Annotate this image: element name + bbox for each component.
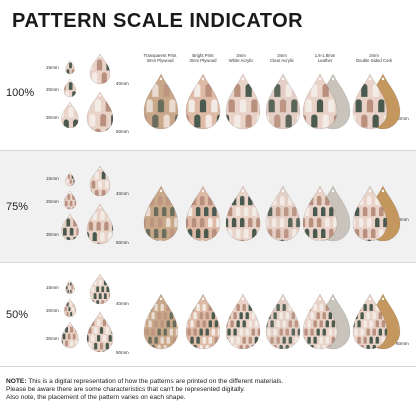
size-label-60mm: 60mm <box>396 217 409 222</box>
size-label-15mm: 15mm <box>46 176 59 181</box>
scale-label-75: 75% <box>6 201 29 213</box>
sample-40mm <box>89 273 111 305</box>
column-header-leather: 1.6-1.8mm Leather <box>314 53 336 63</box>
sample-leather-front <box>302 185 338 242</box>
scale-label-50: 50% <box>6 309 29 321</box>
sample-50mm <box>86 91 114 133</box>
size-label-20mm: 20mm <box>46 199 59 204</box>
sample-bright-plywood <box>185 293 221 350</box>
sample-15mm <box>65 59 75 75</box>
column-header-white-acrylic: 3mm White Acrylic <box>228 53 254 63</box>
sample-50mm <box>86 311 114 353</box>
size-label-30mm: 30mm <box>46 115 59 120</box>
sample-20mm <box>63 78 77 98</box>
size-label-50mm: 50mm <box>116 350 129 355</box>
sample-clear-acrylic <box>265 185 301 242</box>
size-label-50mm: 50mm <box>116 129 129 134</box>
size-label-20mm: 20mm <box>46 308 59 313</box>
column-header-bright-plywood: Bright Print 3mm Plywood <box>189 53 217 63</box>
section-divider <box>0 262 416 263</box>
sample-transparent-plywood <box>143 185 179 242</box>
size-label-40mm: 40mm <box>116 301 129 306</box>
sample-transparent-plywood <box>143 293 179 350</box>
section-divider <box>0 366 416 367</box>
sample-bright-plywood <box>185 185 221 242</box>
sample-30mm <box>61 101 79 129</box>
sample-white-acrylic <box>225 293 261 350</box>
size-label-40mm: 40mm <box>116 191 129 196</box>
sample-15mm <box>65 171 75 187</box>
sample-40mm <box>89 165 111 197</box>
size-label-30mm: 30mm <box>46 336 59 341</box>
size-label-15mm: 15mm <box>46 65 59 70</box>
sample-20mm <box>63 298 77 318</box>
sample-40mm <box>89 53 111 85</box>
sample-bright-plywood <box>185 73 221 130</box>
size-label-30mm: 30mm <box>46 232 59 237</box>
sample-white-acrylic <box>225 185 261 242</box>
page-title: PATTERN SCALE INDICATOR <box>12 10 304 32</box>
size-label-60mm: 60mm <box>396 116 409 121</box>
column-header-transparent-plywood: Transparent Print 3mm Plywood <box>143 53 177 63</box>
sample-30mm <box>61 321 79 349</box>
sample-20mm <box>63 190 77 210</box>
size-label-40mm: 40mm <box>116 81 129 86</box>
sample-15mm <box>65 279 75 295</box>
size-label-15mm: 15mm <box>46 285 59 290</box>
size-label-60mm: 60mm <box>396 341 409 346</box>
scale-label-100: 100% <box>6 87 35 99</box>
size-label-20mm: 20mm <box>46 87 59 92</box>
size-label-50mm: 50mm <box>116 240 129 245</box>
section-divider <box>0 150 416 151</box>
sample-white-acrylic <box>225 73 261 130</box>
column-header-clear-acrylic: 3mm Clear Acrylic <box>270 53 294 63</box>
disclaimer-note: NOTE: This is a digital representation o… <box>6 378 284 402</box>
sample-transparent-plywood <box>143 73 179 130</box>
column-header-cork: 2mm Double Sided Cork <box>355 53 393 63</box>
sample-clear-acrylic <box>265 293 301 350</box>
sample-30mm <box>61 213 79 241</box>
sample-50mm <box>86 203 114 245</box>
